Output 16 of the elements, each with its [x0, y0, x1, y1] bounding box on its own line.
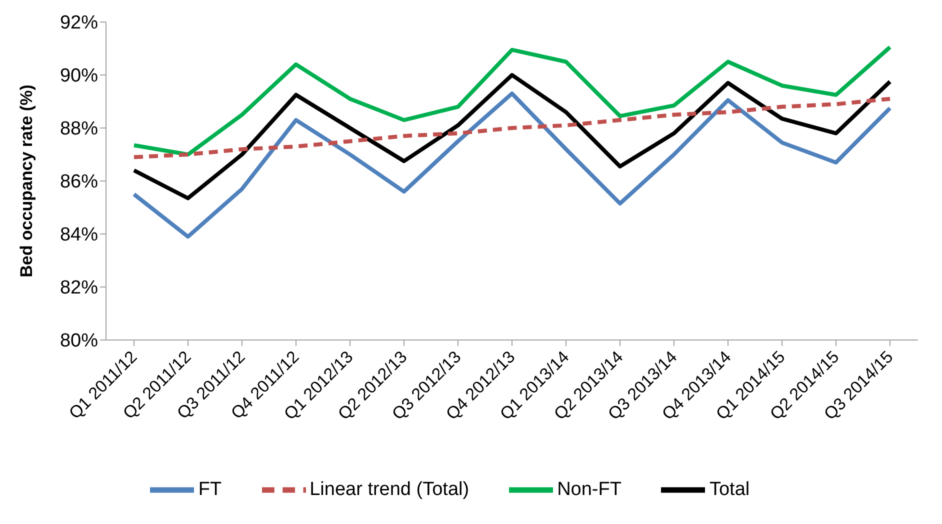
- line-series: [132, 73, 892, 200]
- y-tick-label: 90%: [60, 66, 98, 87]
- y-tick-label: 80%: [60, 330, 98, 352]
- legend-label: Linear trend (Total): [310, 479, 470, 500]
- y-tick-label: 82%: [60, 278, 98, 299]
- y-tick-label: 88%: [60, 118, 98, 140]
- line-series: [132, 45, 892, 156]
- y-tick-label: 86%: [60, 172, 98, 193]
- y-axis-title: Bed occupancy rate (%): [17, 84, 36, 278]
- legend-label: Non-FT: [557, 479, 622, 500]
- y-tick-label: 84%: [60, 224, 98, 246]
- line-series: [132, 92, 892, 239]
- y-tick-label: 92%: [60, 12, 98, 34]
- legend-label: FT: [198, 479, 222, 500]
- legend-label: Total: [709, 479, 750, 500]
- line-series: [132, 96, 892, 160]
